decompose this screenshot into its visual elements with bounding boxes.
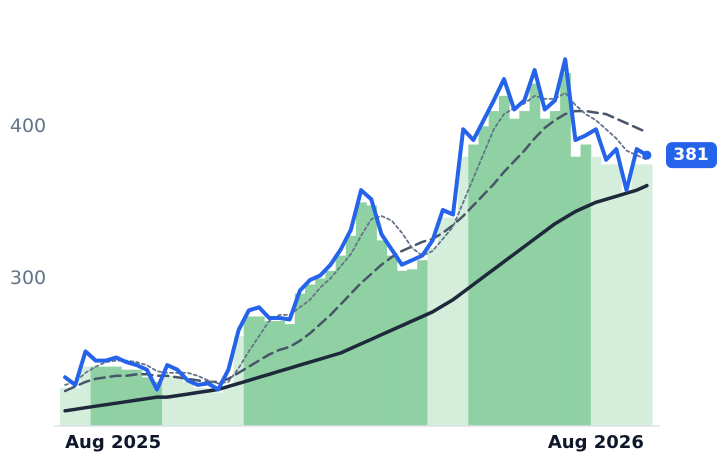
bar bbox=[192, 387, 204, 426]
bar bbox=[274, 321, 286, 426]
bar bbox=[519, 111, 531, 427]
last-point bbox=[642, 150, 652, 160]
bar bbox=[162, 375, 173, 426]
bar bbox=[407, 269, 418, 426]
bar bbox=[131, 369, 143, 426]
bar bbox=[284, 324, 296, 426]
bar bbox=[60, 387, 71, 426]
bar bbox=[121, 369, 132, 426]
line-series bbox=[63, 183, 649, 413]
bar bbox=[611, 164, 622, 427]
bar bbox=[345, 235, 357, 426]
bar bbox=[325, 270, 337, 426]
bar bbox=[151, 381, 163, 426]
bar bbox=[427, 247, 439, 426]
bar bbox=[356, 202, 367, 426]
bar bbox=[570, 156, 582, 426]
line-series bbox=[64, 91, 648, 386]
bar bbox=[621, 194, 633, 426]
x-tick-label: Aug 2026 bbox=[548, 432, 644, 453]
bar bbox=[417, 260, 428, 426]
bar bbox=[386, 255, 398, 426]
line-series bbox=[63, 57, 649, 392]
bar bbox=[437, 217, 449, 426]
y-tick-label: 300 bbox=[10, 267, 46, 289]
bar bbox=[560, 73, 571, 427]
bar bbox=[202, 387, 214, 426]
bar bbox=[294, 293, 306, 426]
bar bbox=[366, 205, 377, 426]
bar bbox=[509, 118, 520, 427]
bar bbox=[233, 336, 245, 426]
bar bbox=[600, 164, 612, 427]
bar bbox=[182, 381, 194, 426]
bar bbox=[335, 255, 347, 426]
bar bbox=[539, 118, 551, 427]
bar bbox=[80, 366, 92, 426]
bar bbox=[641, 164, 653, 427]
bar bbox=[304, 284, 316, 426]
bar bbox=[580, 144, 592, 427]
bar bbox=[243, 316, 255, 426]
bar bbox=[590, 156, 602, 426]
x-tick-label: Aug 2025 bbox=[65, 432, 161, 453]
bar bbox=[253, 316, 265, 426]
bar bbox=[396, 270, 408, 426]
bar bbox=[315, 278, 326, 426]
bar bbox=[631, 164, 643, 427]
bar bbox=[549, 111, 561, 427]
bar bbox=[100, 366, 112, 426]
bar bbox=[70, 387, 81, 426]
price-tag-label: 381 bbox=[673, 145, 709, 165]
bar bbox=[223, 387, 235, 426]
bar bbox=[172, 375, 183, 426]
bar bbox=[90, 366, 102, 426]
bar bbox=[529, 83, 541, 426]
bar bbox=[111, 366, 122, 426]
bar bbox=[213, 392, 224, 426]
y-tick-label: 400 bbox=[10, 115, 46, 137]
bar bbox=[141, 377, 153, 426]
price-tag bbox=[666, 142, 717, 169]
bar bbox=[447, 217, 459, 426]
